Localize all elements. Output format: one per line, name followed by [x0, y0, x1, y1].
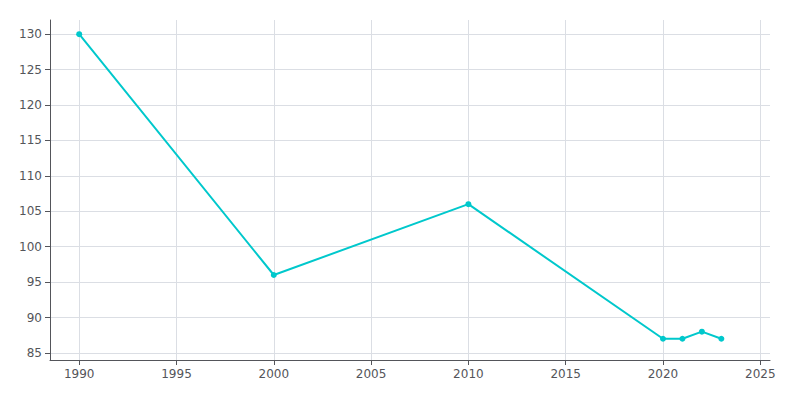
svg-text:95: 95 — [27, 275, 42, 289]
svg-text:100: 100 — [19, 240, 42, 254]
svg-text:120: 120 — [19, 98, 42, 112]
svg-text:110: 110 — [19, 169, 42, 183]
svg-text:2005: 2005 — [356, 367, 387, 381]
svg-text:90: 90 — [27, 311, 42, 325]
svg-text:125: 125 — [19, 63, 42, 77]
svg-text:2025: 2025 — [745, 367, 776, 381]
svg-text:1995: 1995 — [161, 367, 192, 381]
svg-text:1990: 1990 — [64, 367, 95, 381]
svg-text:2020: 2020 — [648, 367, 679, 381]
svg-text:85: 85 — [27, 346, 42, 360]
svg-text:115: 115 — [19, 133, 42, 147]
svg-text:105: 105 — [19, 204, 42, 218]
svg-text:2010: 2010 — [453, 367, 484, 381]
svg-text:130: 130 — [19, 27, 42, 41]
svg-text:2000: 2000 — [259, 367, 290, 381]
svg-text:2015: 2015 — [550, 367, 581, 381]
